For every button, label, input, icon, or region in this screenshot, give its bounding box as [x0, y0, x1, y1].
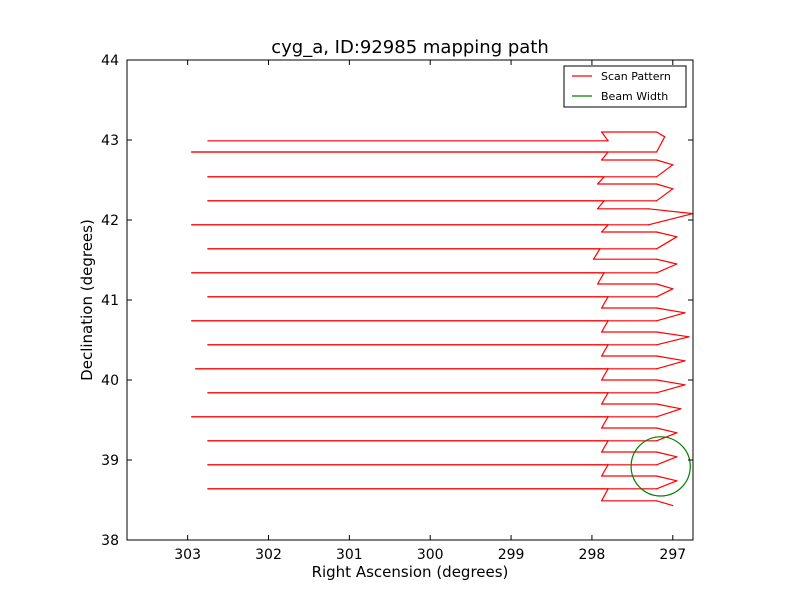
- scan-path-segment: [600, 296, 609, 309]
- scan-path-segment: [655, 451, 678, 458]
- y-tick-label: 38: [101, 533, 119, 549]
- scan-path-segment: [600, 416, 609, 429]
- scan-path-segment: [647, 213, 694, 226]
- legend-label-beam-width: Beam Width: [601, 90, 668, 103]
- y-tick-label: 43: [101, 133, 119, 149]
- scan-path-segment: [655, 288, 674, 298]
- plot-frame: [126, 59, 694, 541]
- scan-path-segment: [655, 159, 674, 166]
- tick-layer: 303 302 301 300 299 298 297 38 39 40 41 42 43 44: [101, 53, 693, 563]
- scan-path-segment: [600, 224, 609, 233]
- scan-path-segment: [600, 344, 609, 357]
- scan-path-segment: [600, 464, 609, 477]
- x-tick-label: 302: [255, 547, 282, 563]
- scan-path-segment: [655, 480, 678, 490]
- y-tick-label: 42: [101, 213, 119, 229]
- scan-path-segment: [655, 408, 682, 418]
- scan-path-segment: [655, 500, 674, 507]
- x-tick-label: 303: [174, 547, 201, 563]
- chart-title: cyg_a, ID:92985 mapping path: [271, 37, 549, 58]
- scan-path-segment: [655, 379, 686, 386]
- scan-path-segment: [600, 131, 609, 142]
- y-axis-label: Declination (degrees): [78, 219, 96, 381]
- scan-path-segment: [655, 131, 666, 138]
- scan-path-segment: [655, 427, 678, 434]
- y-tick-label: 41: [101, 293, 119, 309]
- x-tick-label: 297: [659, 547, 686, 563]
- scan-path-segment: [655, 258, 678, 265]
- series-layer: [191, 131, 694, 507]
- scan-path-segment: [600, 151, 609, 161]
- scan-path-segment: [655, 336, 690, 346]
- scan-path-segment: [655, 236, 678, 250]
- legend: Scan Pattern Beam Width: [563, 65, 687, 108]
- beam-width-circle: [630, 436, 691, 497]
- x-tick-label: 300: [417, 547, 444, 563]
- scan-path-segment: [655, 231, 678, 238]
- scan-path-segment: [647, 208, 694, 215]
- scan-path-segment: [592, 248, 601, 260]
- y-tick-label: 40: [101, 373, 119, 389]
- legend-box: [563, 65, 687, 108]
- y-tick-label: 44: [101, 53, 119, 69]
- x-tick-label: 301: [336, 547, 363, 563]
- scan-path-segment: [655, 136, 666, 153]
- scan-path-segment: [655, 183, 674, 190]
- scan-path-segment: [655, 164, 674, 178]
- scan-path-segment: [655, 456, 678, 466]
- scan-path-segment: [655, 384, 686, 394]
- scan-path-segment: [596, 176, 605, 185]
- scan-path-segment: [600, 320, 609, 333]
- scan-path-segment: [655, 188, 674, 202]
- scan-path-segment: [655, 355, 686, 362]
- x-tick-label: 299: [498, 547, 525, 563]
- scan-path-segment: [600, 440, 609, 453]
- scan-path-segment: [655, 312, 686, 322]
- scan-path-segment: [655, 403, 682, 410]
- plot-area: [127, 60, 693, 540]
- scan-path-segment: [655, 307, 686, 314]
- scan-path-segment: [655, 331, 690, 338]
- scan-path-segment: [655, 475, 678, 482]
- scan-path-segment: [600, 488, 609, 502]
- x-tick-label: 298: [579, 547, 606, 563]
- scan-path-segment: [655, 263, 678, 274]
- scan-path-segment: [600, 368, 609, 381]
- y-tick-label: 39: [101, 453, 119, 469]
- scan-path-segment: [655, 432, 678, 442]
- scan-path-segment: [655, 283, 674, 290]
- legend-label-scan-pattern: Scan Pattern: [601, 70, 671, 83]
- scan-path-segment: [600, 392, 609, 405]
- scan-path-segment: [596, 200, 605, 210]
- scan-path-segment: [596, 272, 605, 285]
- x-axis-label: Right Ascension (degrees): [312, 563, 509, 581]
- scan-path-segment: [655, 360, 686, 370]
